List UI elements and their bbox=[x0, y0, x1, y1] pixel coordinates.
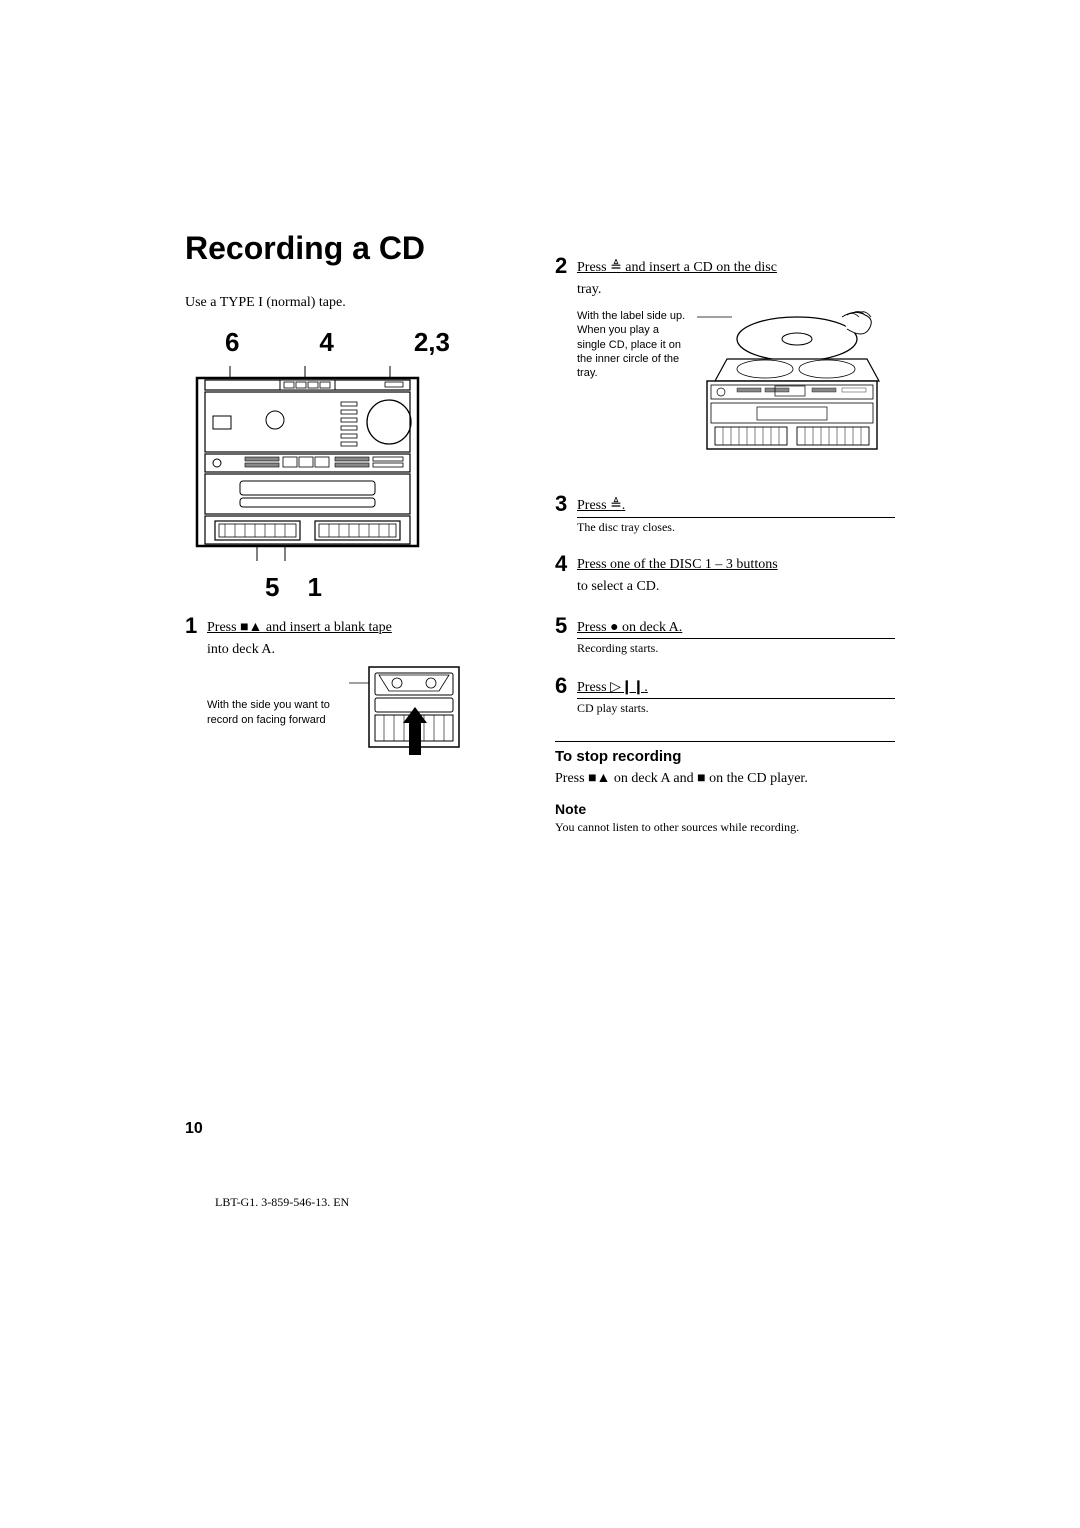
step-num-1: 1 bbox=[185, 615, 207, 760]
left-column: Use a TYPE I (normal) tape. 6 4 2,3 bbox=[185, 295, 525, 836]
callout-4: 4 bbox=[319, 327, 333, 358]
step6-text-a: Press bbox=[577, 680, 610, 695]
note-body: You cannot listen to other sources while… bbox=[555, 820, 895, 836]
footer-text: LBT-G1. 3-859-546-13. EN bbox=[215, 1195, 349, 1210]
note-title: Note bbox=[555, 801, 895, 817]
page-number: 10 bbox=[185, 1120, 203, 1138]
cassette-diagram bbox=[349, 665, 464, 760]
step5-text-b: on deck A. bbox=[619, 620, 683, 635]
step3-text-b: . bbox=[622, 498, 626, 513]
step2-sub: tray. bbox=[577, 280, 895, 300]
right-column: 2 Press ≜ and insert a CD on the disc tr… bbox=[555, 295, 895, 836]
stereo-system-diagram bbox=[185, 366, 430, 566]
stop-text-c: on the CD player. bbox=[706, 771, 808, 786]
callout-5: 5 bbox=[265, 572, 279, 603]
stop-recording-heading: To stop recording bbox=[555, 748, 895, 765]
step3-sub: The disc tray closes. bbox=[577, 520, 895, 536]
callout-23: 2,3 bbox=[414, 327, 450, 358]
step3-text-a: Press bbox=[577, 498, 610, 513]
step5-text-a: Press bbox=[577, 620, 610, 635]
step-num-6: 6 bbox=[555, 675, 577, 719]
stop-eject-icon-2: ■▲ bbox=[588, 769, 610, 785]
eject-icon: ≜ bbox=[610, 258, 622, 274]
step-3: 3 Press ≜. The disc tray closes. bbox=[555, 495, 895, 537]
step-num-3: 3 bbox=[555, 493, 577, 537]
step-num-2: 2 bbox=[555, 255, 577, 477]
cassette-label: With the side you want to record on faci… bbox=[207, 698, 337, 727]
step4-sub: to select a CD. bbox=[577, 577, 895, 597]
step-2: 2 Press ≜ and insert a CD on the disc tr… bbox=[555, 257, 895, 477]
step5-sub: Recording starts. bbox=[577, 641, 895, 657]
step2-text-b: and insert a CD on the disc bbox=[622, 260, 777, 275]
step-num-4: 4 bbox=[555, 553, 577, 598]
play-pause-icon: ▷❙❙ bbox=[610, 678, 644, 694]
step6-text-b: . bbox=[644, 680, 648, 695]
step-1: 1 Press ■▲ and insert a blank tape into … bbox=[185, 617, 525, 760]
step-4: 4 Press one of the DISC 1 – 3 buttons to… bbox=[555, 555, 895, 598]
step1-sub: into deck A. bbox=[207, 640, 525, 660]
step-num-5: 5 bbox=[555, 615, 577, 659]
intro-text: Use a TYPE I (normal) tape. bbox=[185, 295, 525, 311]
step2-text-a: Press bbox=[577, 260, 610, 275]
device-diagram: 6 4 2,3 bbox=[185, 327, 455, 587]
step6-sub: CD play starts. bbox=[577, 701, 895, 717]
step1-text-b: and insert a blank tape bbox=[262, 620, 391, 635]
step4-title: Press one of the DISC 1 – 3 buttons bbox=[577, 555, 895, 575]
callout-6: 6 bbox=[225, 327, 239, 358]
stop-text-a: Press bbox=[555, 771, 588, 786]
stop-icon: ■ bbox=[697, 769, 705, 785]
step-5: 5 Press ● on deck A. Recording starts. bbox=[555, 617, 895, 659]
cd-label: With the label side up. When you play a … bbox=[577, 309, 687, 380]
record-icon: ● bbox=[610, 618, 618, 634]
cd-tray-diagram bbox=[697, 309, 887, 459]
eject-icon-2: ≜ bbox=[610, 496, 622, 512]
callout-1: 1 bbox=[307, 572, 321, 603]
stop-text-b: on deck A and bbox=[610, 771, 697, 786]
stop-eject-icon: ■▲ bbox=[240, 618, 262, 634]
step1-text-a: Press bbox=[207, 620, 240, 635]
step-6: 6 Press ▷❙❙. CD play starts. bbox=[555, 677, 895, 719]
